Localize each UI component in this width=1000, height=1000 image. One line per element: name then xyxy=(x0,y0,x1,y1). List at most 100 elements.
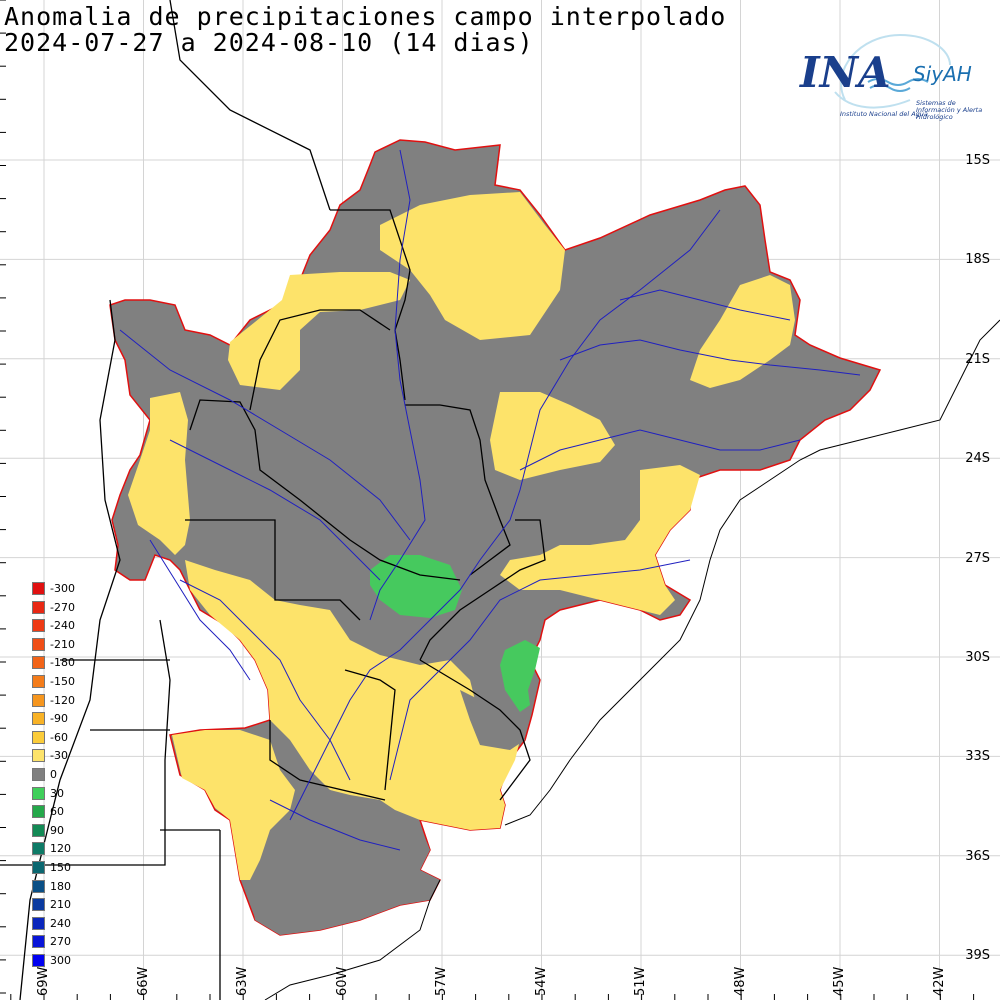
longitude-label: 54W xyxy=(533,966,549,996)
latitude-label: 39S xyxy=(965,948,990,964)
river-pilcomayo xyxy=(119,329,411,541)
border-paraguay-argentina xyxy=(189,399,461,581)
rivers xyxy=(119,149,861,851)
longitude-label: 69W xyxy=(36,966,51,996)
river-lower xyxy=(269,799,401,851)
legend-item: -180 xyxy=(32,654,92,673)
legend-swatch xyxy=(32,656,45,670)
latitude-label: 27S xyxy=(965,550,990,566)
legend-swatch xyxy=(32,712,45,726)
legend-item: 150 xyxy=(32,859,92,878)
legend-item: 30 xyxy=(32,785,92,804)
legend-item: 0 xyxy=(32,766,92,785)
legend-swatch xyxy=(32,842,45,856)
legend-label: 60 xyxy=(50,805,64,819)
neutral-patch-south-2 xyxy=(250,780,440,935)
legend-label: 240 xyxy=(50,916,71,930)
legend-label: -30 xyxy=(50,749,68,763)
legend-swatch xyxy=(32,860,45,874)
border-peru-bolivia xyxy=(169,0,331,211)
border-paraguay-brazil xyxy=(405,404,511,576)
legend-label: 270 xyxy=(50,935,71,949)
map-title: Anomalia de precipitaciones campo interp… xyxy=(4,2,727,31)
dry-zone-north xyxy=(380,192,565,340)
border-chile-argentina xyxy=(19,299,121,1000)
legend-item: 210 xyxy=(32,896,92,915)
river-grande xyxy=(619,289,791,321)
legend-swatch xyxy=(32,637,45,651)
legend-item: -300 xyxy=(32,580,92,599)
logo-siyah-text: SiyAH xyxy=(913,62,972,86)
legend-swatch xyxy=(32,619,45,633)
river-parana xyxy=(289,209,721,821)
legend-swatch xyxy=(32,749,45,763)
longitude-label: 51W xyxy=(633,966,648,996)
axis-ticks xyxy=(0,0,975,1000)
wet-zone-east xyxy=(500,640,540,712)
latitude-label: 15S xyxy=(965,153,990,168)
legend-label: 30 xyxy=(50,786,64,800)
dry-zone-northeast xyxy=(690,275,795,388)
border-outer-west-3 xyxy=(60,659,170,731)
border-uruguay xyxy=(419,659,531,801)
dry-zone-northwest xyxy=(228,272,410,390)
legend-swatch xyxy=(32,953,45,967)
legend-label: -150 xyxy=(50,674,75,688)
river-desaguadero xyxy=(149,539,251,681)
latitude-label: 36S xyxy=(965,848,990,864)
legend-label: -240 xyxy=(50,619,75,633)
river-tiete xyxy=(559,339,861,376)
legend-label: 180 xyxy=(50,879,71,893)
legend-item: -150 xyxy=(32,673,92,692)
legend-swatch xyxy=(32,582,45,595)
legend-swatch xyxy=(32,879,45,893)
legend-label: -300 xyxy=(50,582,75,595)
legend-item: 90 xyxy=(32,822,92,841)
legend-label: -180 xyxy=(50,656,75,670)
legend-item: -240 xyxy=(32,617,92,636)
legend-swatch xyxy=(32,916,45,930)
legend-item: -210 xyxy=(32,636,92,655)
legend-swatch xyxy=(32,674,45,688)
legend-swatch xyxy=(32,693,45,707)
political-borders xyxy=(0,0,546,1000)
legend-item: 300 xyxy=(32,952,92,971)
longitude-label: 66W xyxy=(135,966,151,996)
legend-label: 300 xyxy=(50,953,71,967)
legend-item: 240 xyxy=(32,915,92,934)
latitude-label: 24S xyxy=(965,451,990,467)
coastline xyxy=(264,319,1000,1000)
dry-zone-center-east xyxy=(490,392,615,480)
latitude-label: 33S xyxy=(965,749,990,765)
legend-item: -30 xyxy=(32,747,92,766)
legend-item: 180 xyxy=(32,878,92,897)
river-uruguay xyxy=(389,559,691,781)
longitude-label: 60W xyxy=(334,966,350,996)
legend-swatch xyxy=(32,600,45,614)
latitude-label: 18S xyxy=(965,252,990,268)
river-iguazu xyxy=(519,429,801,471)
longitude-label: 57W xyxy=(434,966,449,996)
legend-label: 150 xyxy=(50,860,71,874)
river-paraguay xyxy=(369,149,426,621)
border-bolivia-brazil xyxy=(330,209,411,401)
longitude-label: 45W xyxy=(832,966,847,996)
legend-label: 90 xyxy=(50,823,64,837)
dry-zone-southeast xyxy=(500,465,700,615)
dry-zone-southwest xyxy=(172,730,295,880)
legend-swatch xyxy=(32,935,45,949)
dry-anomaly-areas xyxy=(128,192,795,880)
legend-item: -90 xyxy=(32,710,92,729)
legend-label: -60 xyxy=(50,730,68,744)
river-salado xyxy=(179,579,351,781)
legend-item: -60 xyxy=(32,729,92,748)
river-bermejo xyxy=(169,439,381,581)
legend-item: -270 xyxy=(32,599,92,618)
longitude-label: 42W xyxy=(931,966,947,996)
latitude-label: 30S xyxy=(965,650,990,665)
legend-swatch xyxy=(32,767,45,781)
legend-swatch xyxy=(32,786,45,800)
ina-siyah-logo: INA SiyAH Instituto Nacional del Agua Si… xyxy=(790,30,995,130)
logo-institute-text: Instituto Nacional del Agua xyxy=(840,110,928,118)
